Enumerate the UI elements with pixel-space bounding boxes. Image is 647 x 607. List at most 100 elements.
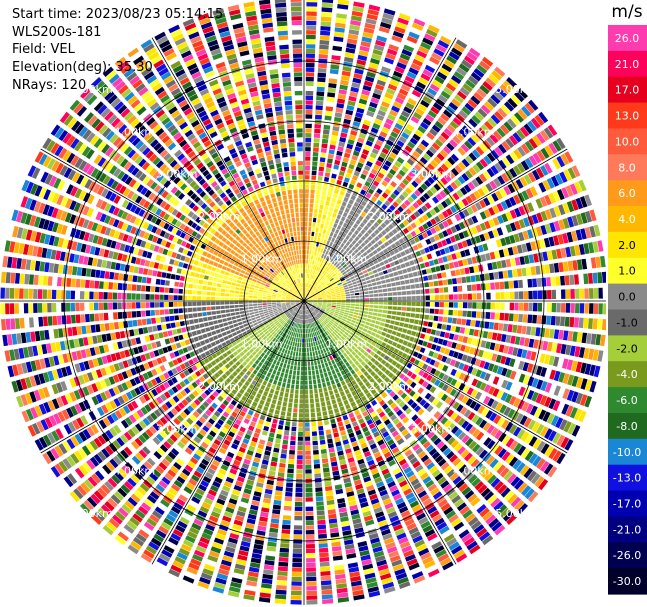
velocity-bin bbox=[264, 560, 275, 566]
velocity-bin bbox=[575, 392, 584, 405]
velocity-bin bbox=[423, 402, 431, 410]
velocity-bin bbox=[586, 333, 592, 344]
velocity-bin bbox=[540, 426, 549, 437]
velocity-bin bbox=[194, 272, 200, 278]
velocity-bin bbox=[412, 351, 419, 358]
velocity-bin bbox=[235, 311, 240, 315]
velocity-bin bbox=[296, 347, 299, 352]
velocity-bin bbox=[310, 408, 315, 413]
velocity-bin bbox=[422, 363, 429, 370]
velocity-bin bbox=[436, 441, 445, 450]
velocity-bin bbox=[373, 353, 379, 359]
velocity-bin bbox=[556, 452, 566, 465]
velocity-bin bbox=[276, 298, 281, 300]
velocity-bin bbox=[239, 304, 244, 308]
velocity-bin bbox=[176, 268, 182, 274]
velocity-bin bbox=[264, 421, 271, 427]
velocity-bin bbox=[296, 464, 303, 469]
velocity-bin bbox=[357, 316, 363, 320]
velocity-bin bbox=[395, 370, 402, 377]
velocity-bin bbox=[547, 466, 558, 478]
velocity-bin bbox=[312, 379, 317, 385]
velocity-bin bbox=[440, 430, 449, 439]
velocity-bin bbox=[454, 370, 462, 379]
velocity-bin bbox=[207, 281, 213, 286]
velocity-bin bbox=[332, 324, 337, 329]
velocity-bin bbox=[278, 561, 289, 567]
velocity-bin bbox=[425, 444, 434, 453]
velocity-bin bbox=[436, 323, 442, 329]
velocity-bin bbox=[370, 319, 376, 324]
velocity-bin bbox=[269, 527, 279, 533]
velocity-bin bbox=[320, 349, 324, 354]
velocity-bin bbox=[306, 553, 316, 558]
velocity-bin bbox=[357, 364, 363, 370]
velocity-bin bbox=[372, 347, 378, 353]
velocity-bin bbox=[546, 413, 555, 425]
velocity-bin bbox=[327, 385, 333, 391]
velocity-bin bbox=[169, 258, 175, 265]
velocity-bin bbox=[483, 437, 492, 447]
velocity-bin bbox=[317, 313, 321, 318]
velocity-bin bbox=[130, 256, 137, 264]
velocity-bin bbox=[238, 301, 244, 304]
velocity-bin bbox=[291, 572, 302, 577]
velocity-bin bbox=[251, 317, 256, 321]
velocity-bin bbox=[306, 548, 316, 554]
velocity-bin bbox=[317, 304, 322, 306]
velocity-bin bbox=[272, 294, 277, 297]
velocity-bin bbox=[131, 311, 137, 318]
velocity-bin bbox=[425, 357, 432, 364]
velocity-bin bbox=[279, 458, 287, 464]
velocity-bin bbox=[351, 351, 357, 356]
velocity-bin bbox=[254, 288, 259, 291]
velocity-bin bbox=[291, 426, 297, 432]
velocity-bin bbox=[305, 422, 310, 427]
velocity-bin bbox=[500, 355, 507, 365]
velocity-bin bbox=[419, 333, 426, 339]
velocity-bin bbox=[504, 313, 509, 321]
velocity-bin bbox=[501, 435, 511, 445]
velocity-bin bbox=[441, 393, 448, 402]
velocity-bin bbox=[362, 345, 368, 351]
velocity-bin bbox=[358, 342, 364, 348]
velocity-bin bbox=[267, 299, 272, 301]
velocity-bin bbox=[482, 452, 492, 462]
velocity-bin bbox=[314, 365, 318, 370]
velocity-bin bbox=[513, 426, 522, 437]
velocity-bin bbox=[452, 351, 459, 359]
velocity-bin bbox=[331, 317, 336, 321]
velocity-bin bbox=[318, 425, 324, 431]
velocity-bin bbox=[458, 464, 468, 474]
velocity-bin bbox=[103, 292, 108, 300]
velocity-bin bbox=[539, 395, 548, 406]
velocity-bin bbox=[201, 296, 206, 301]
velocity-bin bbox=[283, 363, 287, 369]
velocity-bin bbox=[335, 393, 340, 399]
velocity-bin bbox=[283, 435, 289, 440]
velocity-bin bbox=[173, 308, 179, 314]
velocity-bin bbox=[253, 303, 258, 306]
velocity-bin bbox=[360, 301, 365, 304]
velocity-bin bbox=[270, 363, 275, 369]
velocity-bin bbox=[422, 380, 429, 388]
velocity-bin bbox=[141, 318, 147, 326]
velocity-bin bbox=[338, 376, 344, 382]
velocity-bin bbox=[391, 315, 396, 320]
velocity-bin bbox=[293, 529, 303, 535]
velocity-bin bbox=[319, 557, 330, 562]
velocity-bin bbox=[590, 333, 597, 345]
velocity-bin bbox=[387, 339, 393, 345]
velocity-bin bbox=[455, 461, 465, 470]
velocity-bin bbox=[430, 367, 437, 375]
velocity-bin bbox=[402, 368, 409, 375]
velocity-bin bbox=[437, 391, 445, 399]
velocity-bin bbox=[561, 403, 570, 415]
velocity-bin bbox=[276, 361, 280, 366]
velocity-bin bbox=[578, 347, 585, 358]
velocity-bin bbox=[305, 515, 314, 521]
velocity-bin bbox=[518, 373, 526, 383]
velocity-bin bbox=[11, 257, 18, 269]
velocity-bin bbox=[321, 453, 328, 459]
velocity-bin bbox=[400, 317, 406, 322]
